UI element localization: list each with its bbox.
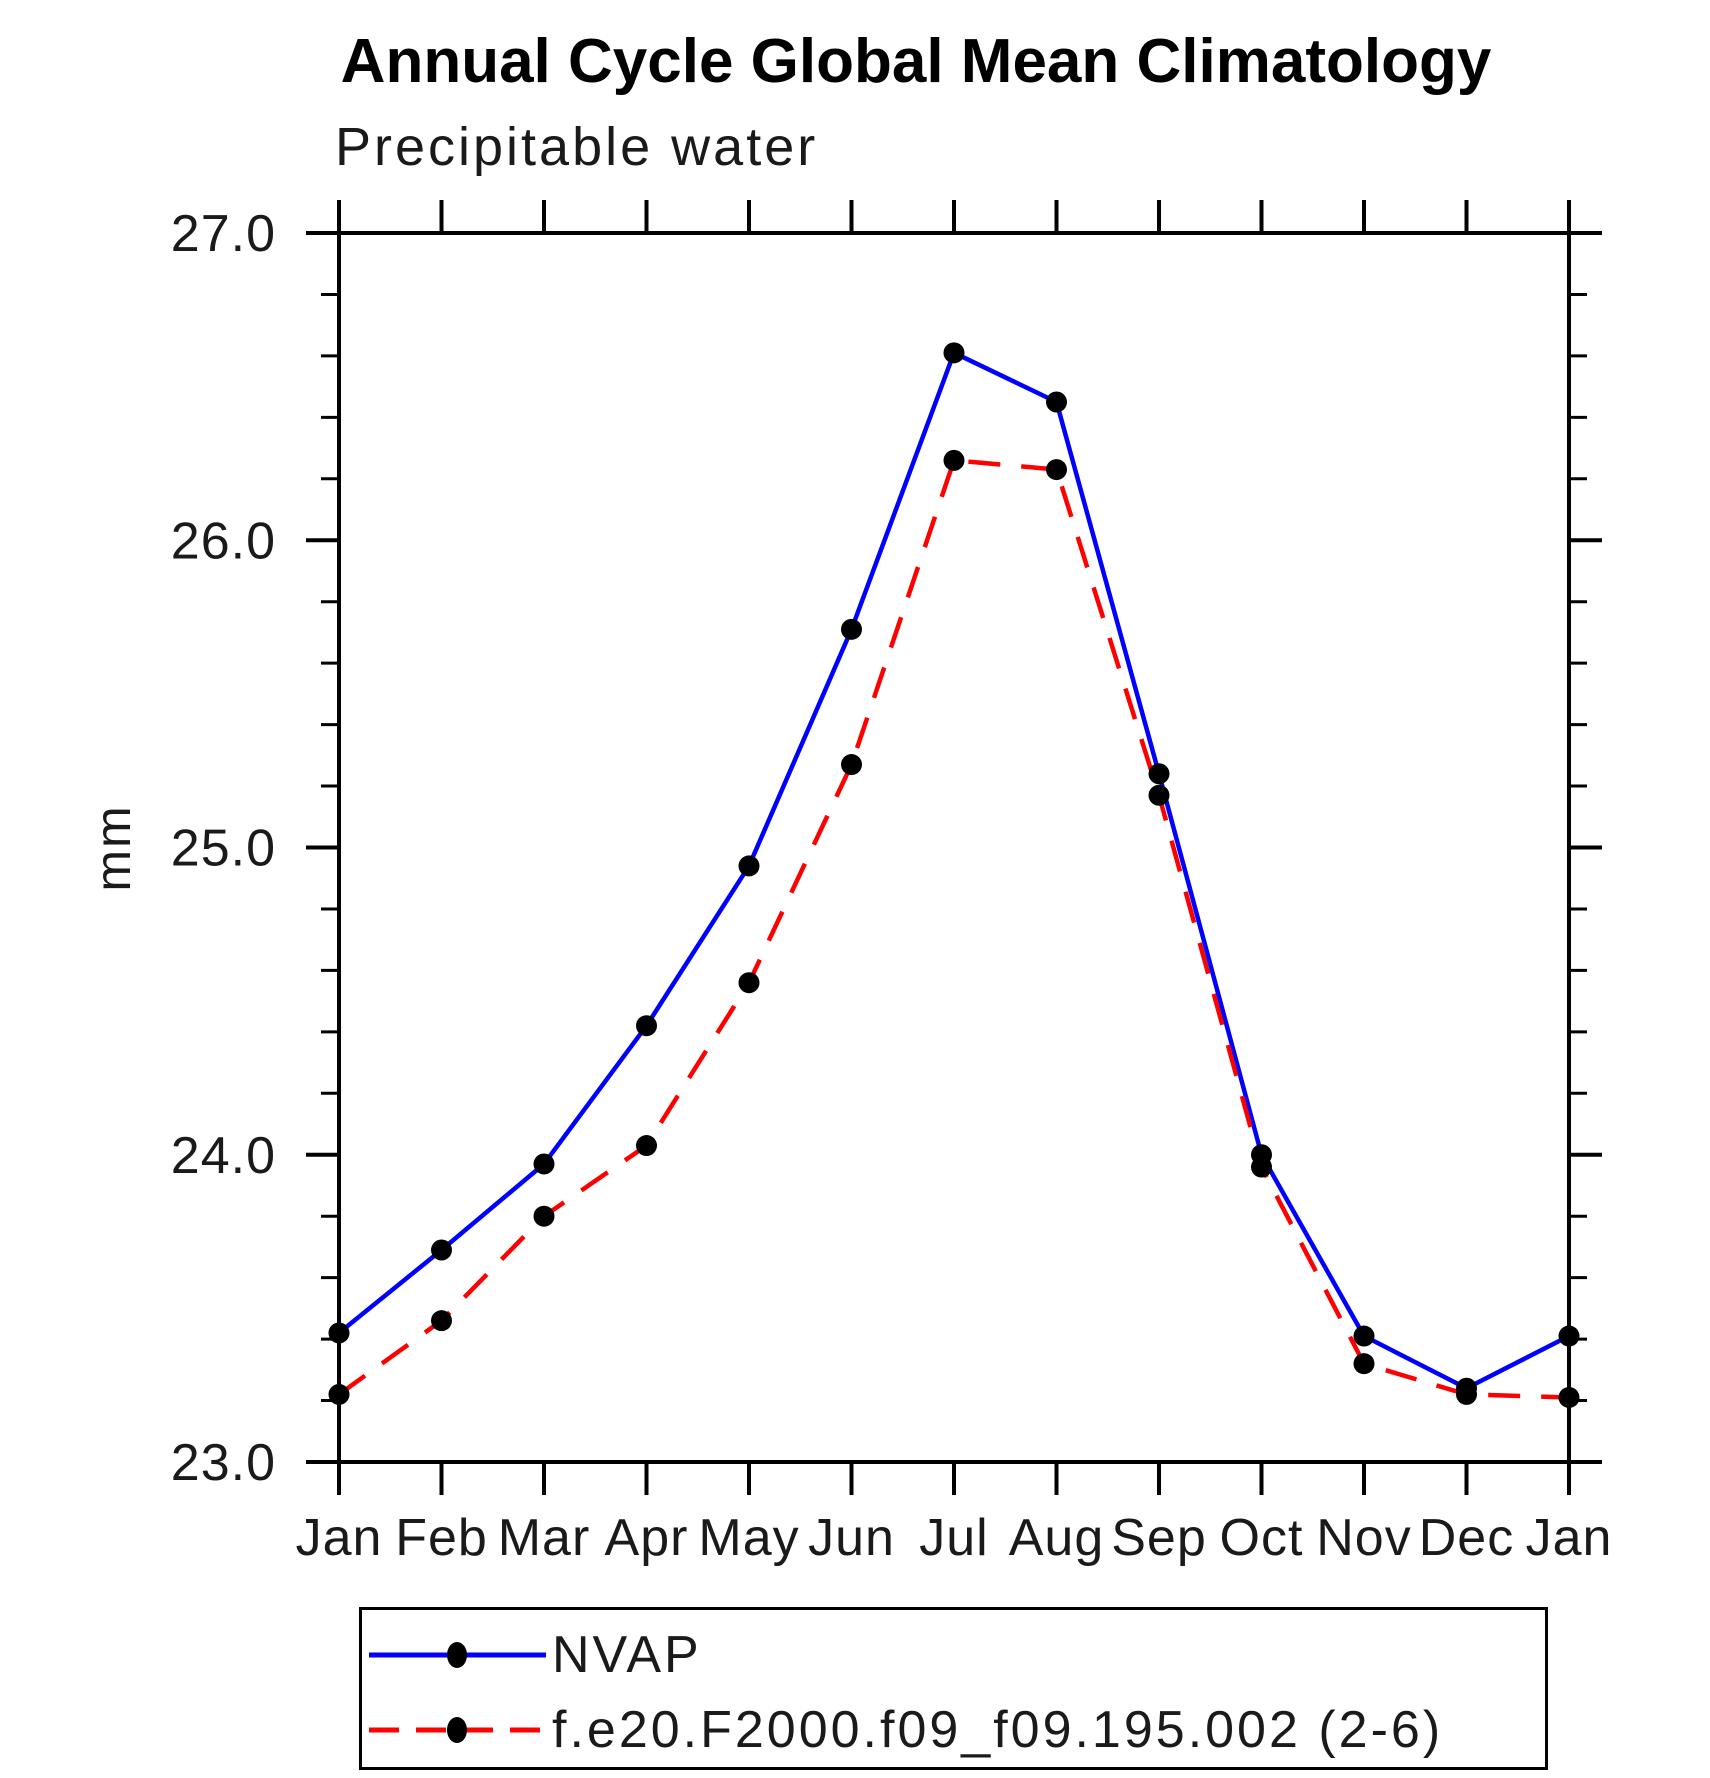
data-point-marker-0 bbox=[328, 1322, 350, 1344]
data-point-marker-0 bbox=[1558, 1325, 1580, 1347]
data-point-marker-1 bbox=[1353, 1353, 1375, 1375]
x-tick-label: Mar bbox=[498, 1509, 591, 1567]
data-point-marker-0 bbox=[1353, 1325, 1375, 1347]
legend-label-model: f.e20.F2000.f09_f09.195.002 (2-6) bbox=[552, 1701, 1444, 1759]
x-tick-label: Jan bbox=[296, 1509, 383, 1567]
legend-label-nvap: NVAP bbox=[552, 1626, 702, 1684]
x-tick-label: Apr bbox=[605, 1509, 689, 1567]
data-point-marker-1 bbox=[1148, 784, 1170, 806]
data-point-marker-0 bbox=[533, 1153, 555, 1175]
y-tick-label: 27.0 bbox=[171, 205, 276, 263]
data-point-marker-1 bbox=[841, 754, 862, 776]
series-line-1 bbox=[337, 458, 1570, 1400]
x-tick-label: Oct bbox=[1220, 1509, 1304, 1567]
chart-title: Annual Cycle Global Mean Climatology bbox=[340, 27, 1492, 96]
x-tick-label: Dec bbox=[1419, 1509, 1514, 1567]
data-point-marker-1 bbox=[636, 1135, 657, 1157]
data-point-marker-1 bbox=[943, 449, 965, 471]
x-tick-label: Feb bbox=[395, 1509, 488, 1567]
data-point-marker-1 bbox=[1558, 1386, 1580, 1408]
x-tick-label: Nov bbox=[1316, 1509, 1411, 1567]
data-point-marker-0 bbox=[636, 1015, 657, 1037]
data-point-marker-1 bbox=[328, 1383, 350, 1405]
data-point-marker-0 bbox=[1148, 763, 1170, 785]
plot-frame bbox=[337, 231, 1571, 1464]
x-tick-label: Jun bbox=[808, 1509, 895, 1567]
legend-item-nvap: NVAP bbox=[364, 1623, 702, 1687]
data-point-marker-0 bbox=[841, 618, 862, 640]
legend-marker-dot bbox=[447, 1717, 467, 1743]
x-tick-label: Jan bbox=[1526, 1509, 1613, 1567]
data-point-marker-1 bbox=[1456, 1383, 1477, 1405]
y-tick-label: 25.0 bbox=[171, 820, 276, 878]
legend-item-model: f.e20.F2000.f09_f09.195.002 (2-6) bbox=[364, 1698, 1443, 1762]
y-tick-label: 26.0 bbox=[171, 512, 276, 570]
data-point-marker-1 bbox=[431, 1310, 452, 1332]
series-line-0 bbox=[337, 350, 1571, 1391]
legend-line-sample-dashed bbox=[369, 1717, 546, 1743]
x-tick-label: May bbox=[698, 1509, 799, 1567]
x-tick-label: Jul bbox=[919, 1509, 988, 1567]
legend-box: NVAP f.e20.F2000.f09_f09.195.002 (2-6) bbox=[359, 1607, 1548, 1770]
chart-subtitle: Precipitable water bbox=[335, 117, 819, 177]
legend-marker-dot bbox=[447, 1642, 467, 1668]
data-point-marker-1 bbox=[738, 972, 760, 994]
data-point-marker-0 bbox=[1046, 391, 1067, 413]
data-point-marker-1 bbox=[1046, 459, 1067, 481]
data-point-marker-0 bbox=[943, 342, 965, 364]
y-tick-label: 23.0 bbox=[171, 1434, 276, 1492]
legend-line-sample-solid bbox=[369, 1642, 546, 1668]
data-point-marker-1 bbox=[533, 1205, 555, 1227]
data-point-marker-0 bbox=[738, 855, 760, 877]
y-tick-label: 24.0 bbox=[171, 1127, 276, 1185]
data-point-marker-0 bbox=[431, 1239, 452, 1261]
data-point-marker-1 bbox=[1251, 1156, 1272, 1178]
x-tick-label: Aug bbox=[1009, 1509, 1105, 1567]
x-tick-label: Sep bbox=[1111, 1509, 1207, 1567]
